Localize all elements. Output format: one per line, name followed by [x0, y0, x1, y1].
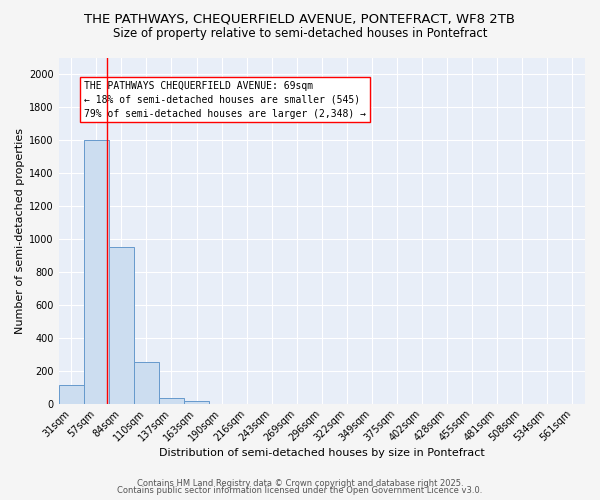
Bar	[134, 362, 159, 404]
Bar	[84, 140, 109, 404]
Y-axis label: Number of semi-detached properties: Number of semi-detached properties	[15, 128, 25, 334]
Text: Contains HM Land Registry data © Crown copyright and database right 2025.: Contains HM Land Registry data © Crown c…	[137, 478, 463, 488]
Text: THE PATHWAYS CHEQUERFIELD AVENUE: 69sqm
← 18% of semi-detached houses are smalle: THE PATHWAYS CHEQUERFIELD AVENUE: 69sqm …	[84, 80, 366, 118]
Text: Contains public sector information licensed under the Open Government Licence v3: Contains public sector information licen…	[118, 486, 482, 495]
X-axis label: Distribution of semi-detached houses by size in Pontefract: Distribution of semi-detached houses by …	[159, 448, 485, 458]
Bar	[59, 386, 84, 404]
Bar	[184, 401, 209, 404]
Text: THE PATHWAYS, CHEQUERFIELD AVENUE, PONTEFRACT, WF8 2TB: THE PATHWAYS, CHEQUERFIELD AVENUE, PONTE…	[85, 12, 515, 26]
Bar	[109, 247, 134, 404]
Bar	[159, 398, 184, 404]
Text: Size of property relative to semi-detached houses in Pontefract: Size of property relative to semi-detach…	[113, 28, 487, 40]
